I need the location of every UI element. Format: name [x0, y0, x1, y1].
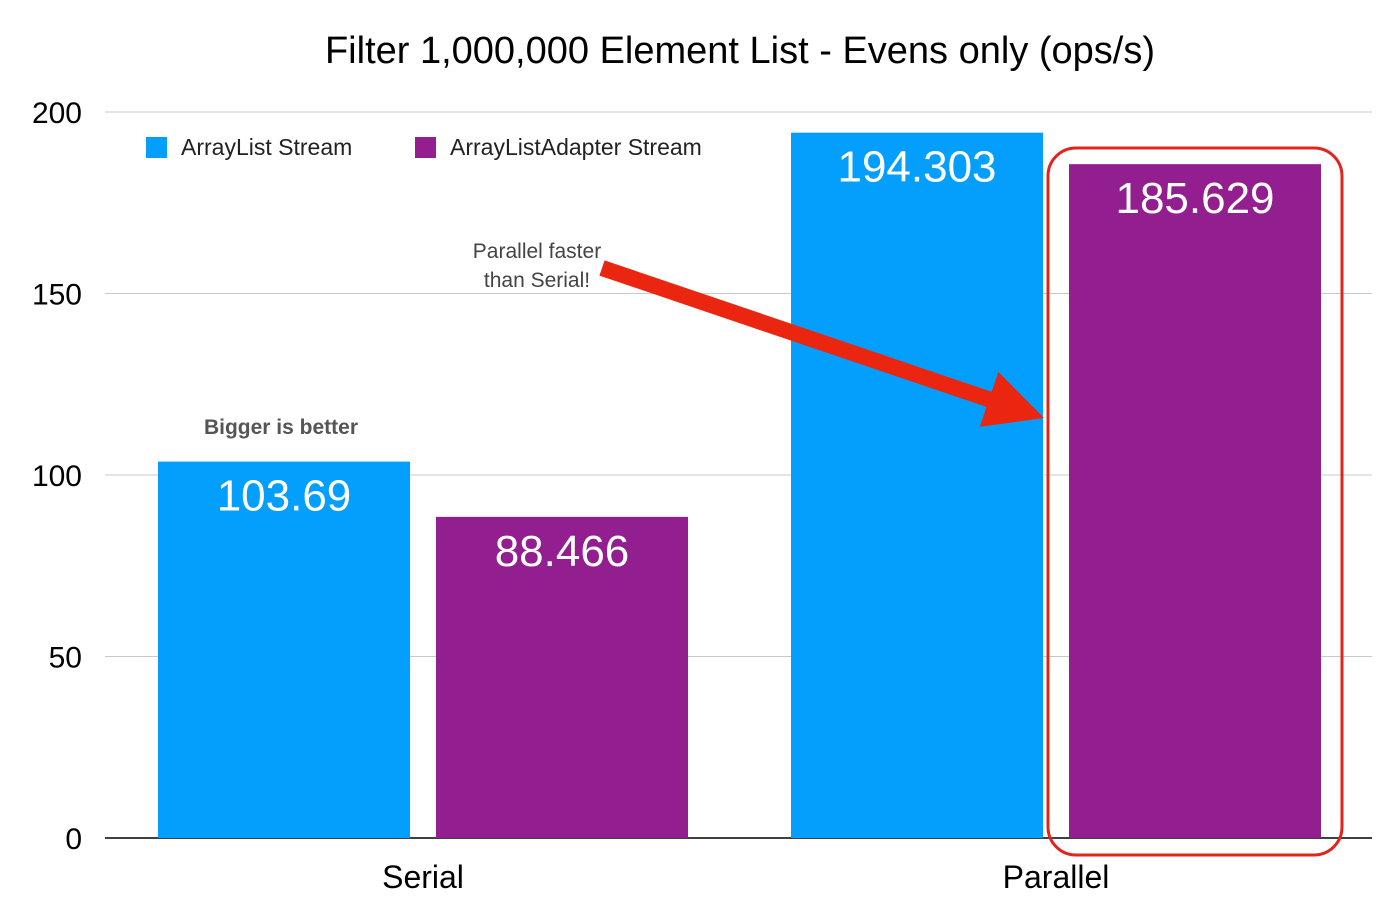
y-axis-ticks: 0 50 100 150 200	[32, 97, 82, 856]
red-arrow-annotation	[599, 260, 1044, 427]
bar	[158, 461, 410, 838]
legend-label: ArrayList Stream	[181, 134, 352, 160]
bigger-is-better-annotation: Bigger is better	[204, 416, 358, 439]
bar-value-label: 103.69	[217, 472, 352, 521]
bar	[791, 132, 1043, 838]
bar-value-labels: 103.69 88.466 194.303 185.629	[217, 143, 1275, 576]
legend-swatch	[146, 137, 167, 158]
x-axis-labels: Serial Parallel	[382, 859, 1109, 895]
legend-swatch	[415, 137, 436, 158]
bar-value-label: 185.629	[1115, 174, 1274, 223]
y-tick-label: 150	[32, 279, 82, 312]
parallel-note-line-1: Parallel faster	[473, 240, 601, 263]
bar	[436, 516, 688, 838]
y-tick-label: 200	[32, 97, 82, 130]
legend-label: ArrayListAdapter Stream	[450, 134, 702, 160]
y-tick-label: 100	[32, 460, 82, 493]
bar-value-label: 194.303	[837, 143, 996, 192]
parallel-note-line-2: than Serial!	[484, 269, 590, 292]
chart-title: Filter 1,000,000 Element List - Evens on…	[325, 30, 1155, 72]
x-category-label: Parallel	[1003, 859, 1110, 895]
highlight-box	[1046, 146, 1344, 857]
bar-value-label: 88.466	[495, 527, 630, 576]
bars	[158, 132, 1321, 838]
y-tick-label: 50	[49, 642, 82, 675]
x-category-label: Serial	[382, 859, 464, 895]
arrow-shape	[599, 260, 1044, 427]
y-tick-label: 0	[65, 823, 82, 856]
bar	[1069, 164, 1321, 838]
legend: ArrayList Stream ArrayListAdapter Stream	[146, 134, 702, 160]
